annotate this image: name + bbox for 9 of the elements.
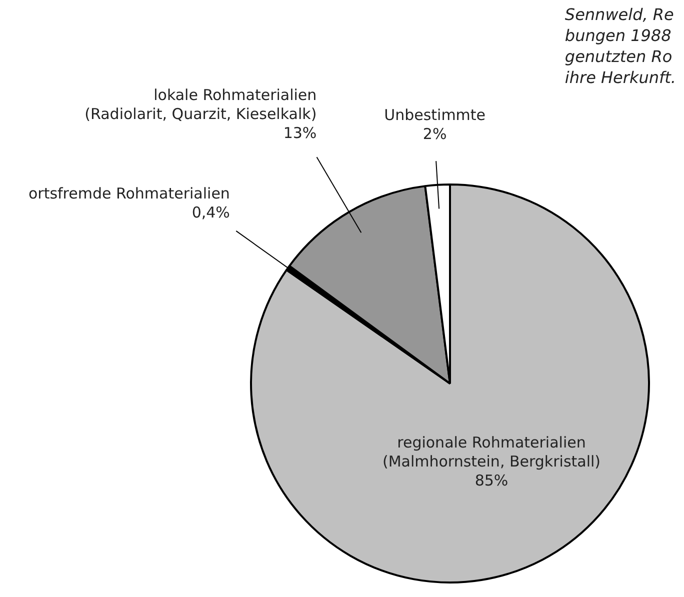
slice-label: Unbestimmte	[384, 106, 486, 124]
slice-label: regionale Rohmaterialien (Malmhornstein, Bergkristall)	[382, 434, 601, 471]
data-label: 13%	[283, 124, 317, 142]
data-label: 0,4%	[192, 203, 230, 222]
data-label: 85%	[474, 472, 508, 490]
slice-label: lokale Rohmaterialien (Radiolarit, Quarzit, Kieselkalk)	[84, 86, 317, 123]
text: Sennweld, Re bungen 1988 genutzten Ro ihre Herkunft.	[564, 4, 676, 88]
slice-label: ortsfremde Rohmaterialien	[28, 184, 230, 202]
data-label: 2%	[422, 125, 447, 144]
